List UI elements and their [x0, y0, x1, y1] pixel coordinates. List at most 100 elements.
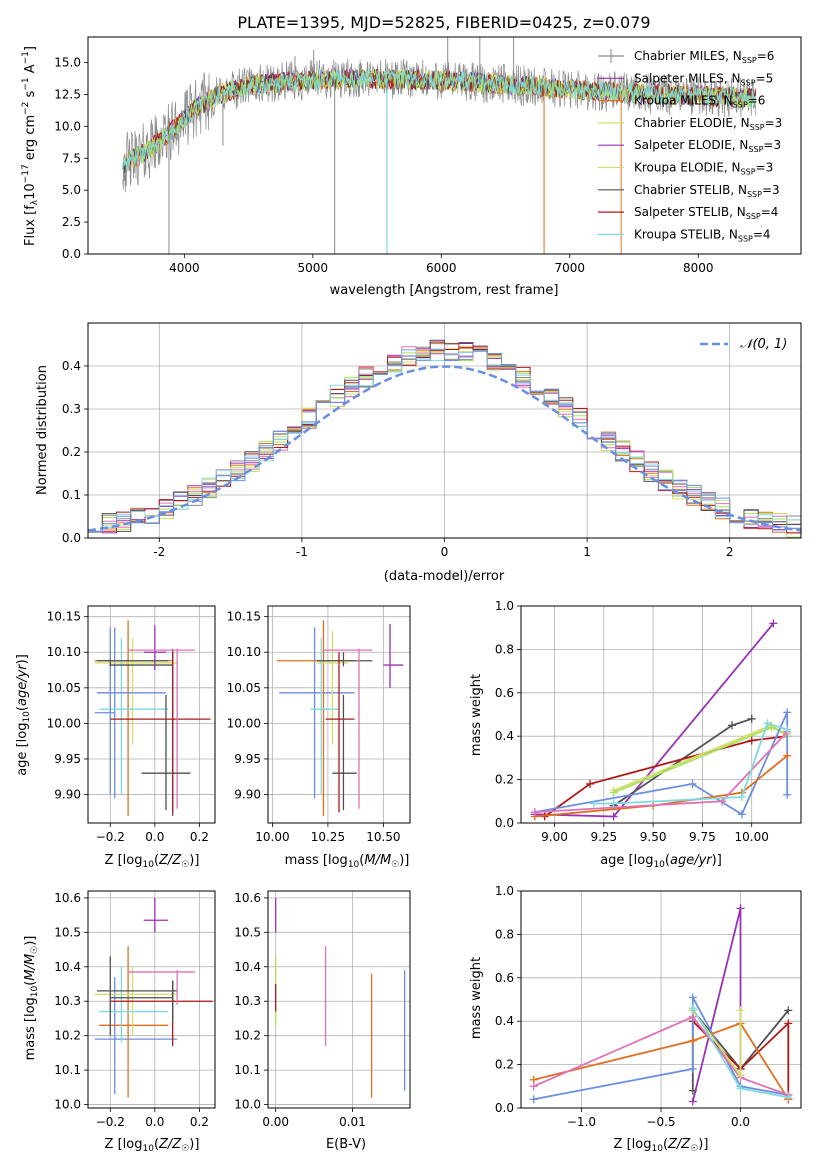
spectrum-legend: Chabrier MILES, NSSP=6 Salpeter MILES, NS…: [598, 49, 782, 243]
legend-label: Kroupa MILES, NSSP=6: [634, 94, 765, 110]
y-tick-label: 10.05: [227, 681, 261, 695]
y-tick-label: 10.1: [54, 1063, 81, 1077]
y-tick-label: 1.0: [495, 884, 514, 898]
y-tick-label: 10.6: [234, 891, 261, 905]
x-tick-label: 4000: [169, 261, 200, 275]
y-tick-label: 10.5: [54, 925, 81, 939]
x-tick-label: 6000: [426, 261, 457, 275]
y-tick-label: 10.4: [54, 960, 81, 974]
x-tick-label: -2: [153, 545, 165, 559]
y-tick-label: 10.05: [47, 681, 81, 695]
y-tick-label: 10.4: [234, 960, 261, 974]
x-tick-label: 0.2: [190, 1115, 209, 1129]
age-vs-mass-xlabel: mass [log10(M/M☉)]: [285, 853, 410, 870]
x-tick-label: 1: [583, 545, 591, 559]
y-tick-label: 12.5: [54, 87, 81, 101]
legend-label: Chabrier MILES, NSSP=6: [634, 49, 774, 65]
legend-sub: SSP: [741, 168, 756, 177]
residuals-ylabel: Normed distribution: [35, 365, 50, 495]
x-tick-label: 9.75: [689, 830, 716, 844]
mw-age-ylabel: mass weight: [469, 674, 484, 756]
legend-label: Chabrier ELODIE, NSSP=3: [634, 116, 782, 132]
legend-sub: SSP: [741, 78, 756, 87]
mw-z-ylabel: mass weight: [469, 957, 484, 1039]
legend-sub: SSP: [733, 101, 748, 110]
x-tick-label: 10.00: [735, 830, 769, 844]
legend-sub: SSP: [746, 212, 761, 221]
age-vs-z-panel: Z [log10(Z/Z☉)] age [log10(age/yr)] −0.2…: [15, 605, 216, 870]
residual-histogram: [88, 339, 801, 533]
y-tick-label: 10.0: [54, 1098, 81, 1112]
x-tick-label: 0.2: [190, 830, 209, 844]
age-vs-mass-panel: mass [log10(M/M☉)] 10.00 10.25 10.50 9.90 9.…: [227, 605, 411, 870]
normal-curve: [88, 365, 801, 532]
x-tick-label: −0.5: [646, 1115, 675, 1129]
y-tick-label: 10.0: [234, 1098, 261, 1112]
x-tick-label: −0.2: [96, 1115, 125, 1129]
x-tick-label: 10.25: [311, 830, 345, 844]
mw-age-xlabel: age [log10(age/yr)]: [600, 853, 722, 870]
x-tick-label: 9.25: [590, 830, 617, 844]
legend-tail: =4: [753, 227, 771, 241]
plot-area: [88, 339, 801, 538]
weight-series-line: [533, 1022, 790, 1100]
x-tick-label: 9.50: [640, 830, 667, 844]
x-tick-label: 0: [441, 545, 449, 559]
axes-frame: [87, 605, 216, 824]
residual-histogram: [88, 348, 801, 532]
legend-label: Kroupa ELODIE, NSSP=3: [634, 161, 773, 177]
ebv-xlabel: E(B-V): [326, 1137, 366, 1152]
spectrum-xlabel: wavelength [Angstrom, rest frame]: [330, 283, 559, 298]
legend-sub: SSP: [738, 234, 753, 243]
y-tick-label: 0.0: [495, 816, 514, 830]
mass-weight-vs-z-panel: Z [log10(Z/Z☉)] mass weight −1.0 −0.5 0.0 0…: [469, 884, 802, 1154]
legend-tail: =4: [761, 205, 779, 219]
y-tick-label: 0.2: [495, 773, 514, 787]
y-tick-label: 10.5: [234, 925, 261, 939]
y-tick-label: 0.4: [495, 1014, 514, 1028]
x-tick-label: 0.0: [731, 1115, 750, 1129]
y-tick-label: 10.0: [54, 119, 81, 133]
legend-tail: =3: [756, 161, 774, 175]
x-tick-label: 0.0: [145, 830, 164, 844]
y-tick-label: 0.4: [62, 359, 81, 373]
y-tick-label: 10.2: [234, 1029, 261, 1043]
y-tick-label: 10.2: [54, 1029, 81, 1043]
legend-label: Salpeter MILES, NSSP=5: [634, 71, 773, 87]
spectrum-ylabel: Flux [fλ10−17 erg cm−2 s−1 A−1]: [21, 46, 40, 246]
y-tick-label: 10.15: [47, 610, 81, 624]
x-tick-label: −1.0: [567, 1115, 596, 1129]
axes-frame: [267, 890, 411, 1109]
spectrum-title: PLATE=1395, MJD=52825, FIBERID=0425, z=0…: [237, 13, 650, 32]
x-tick-label: 9.00: [541, 830, 568, 844]
legend-tail: =5: [756, 71, 774, 85]
y-tick-label: 10.3: [54, 994, 81, 1008]
y-tick-label: 0.0: [495, 1101, 514, 1115]
legend-sub: SSP: [742, 56, 757, 65]
mass-vs-z-panel: Z [log10(Z/Z☉)] mass [log10(M/M☉)] −0.2 0…: [23, 890, 216, 1154]
x-tick-label: -1: [296, 545, 308, 559]
legend-sub: SSP: [747, 190, 762, 199]
plot-area: [122, 37, 757, 254]
legend-label: Kroupa STELIB, NSSP=4: [634, 227, 771, 243]
y-tick-label: 10.15: [227, 610, 261, 624]
mass-vs-z-ylabel: mass [log10(M/M☉)]: [23, 936, 40, 1061]
x-tick-label: 10.50: [366, 830, 400, 844]
axes-frame: [520, 605, 802, 824]
y-tick-label: 2.5: [62, 215, 81, 229]
plot-area: [275, 897, 406, 1098]
mass-weight-vs-age-panel: age [log10(age/yr)] mass weight 9.00 9.25…: [469, 599, 802, 870]
legend-tail: =3: [762, 183, 780, 197]
x-tick-label: 7000: [554, 261, 585, 275]
y-tick-label: 0.6: [495, 686, 514, 700]
y-tick-label: 15.0: [54, 56, 81, 70]
weight-series-line: [544, 735, 788, 818]
y-tick-label: 10.3: [234, 994, 261, 1008]
x-tick-label: 5000: [298, 261, 329, 275]
legend-label: Salpeter STELIB, NSSP=4: [634, 205, 778, 221]
y-tick-label: 9.90: [234, 788, 261, 802]
axes-frame: [87, 890, 216, 1109]
axes-frame: [87, 36, 802, 255]
y-tick-label: 0.1: [62, 488, 81, 502]
